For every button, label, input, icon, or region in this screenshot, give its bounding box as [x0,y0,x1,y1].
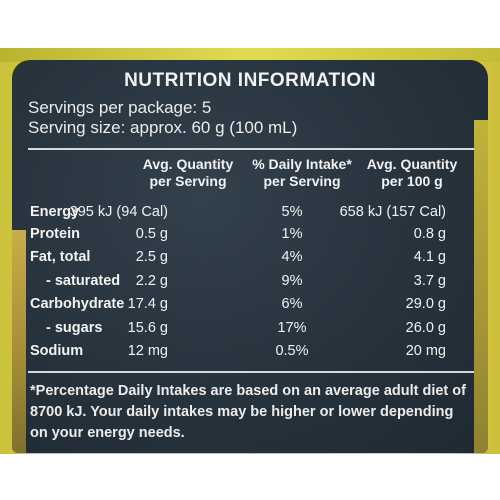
daily-intake-value: 6% [281,296,303,312]
per-serving-value: 2.5 g [135,249,168,265]
per-100g-value: 658 kJ (157 Cal) [339,204,446,220]
serving-size: Serving size: approx. 60 g (100 mL) [28,118,298,137]
row-label: Sodium [30,343,84,359]
table-row-saturated: - saturated 2.2 g 9% 3.7 g [12,273,488,295]
per-100g-value: 4.1 g [413,249,446,265]
servings-per-package: Servings per package: 5 [28,98,212,117]
divider-bottom [28,371,474,373]
per-100g-value: 29.0 g [405,296,446,312]
table-row-fat-total: Fat, total 2.5 g 4% 4.1 g [12,249,488,271]
table-row-carbohydrate: Carbohydrate 17.4 g 6% 29.0 g [12,296,488,318]
header-per-serving: Avg. Quantity per Serving [142,156,234,189]
package-top-edge [0,48,500,62]
header-per-100g: Avg. Quantity per 100 g [366,156,458,189]
row-label: Fat, total [30,249,91,265]
row-label: - saturated [46,273,121,289]
daily-intake-value: 1% [281,226,303,242]
package-side-left [12,230,26,453]
nutrition-panel: NUTRITION INFORMATION Servings per packa… [12,60,488,453]
daily-intake-value: 4% [281,249,303,265]
per-serving-value: 15.6 g [127,320,168,336]
divider-top [28,148,474,150]
per-serving-value: 0.5 g [135,226,168,242]
table-row-sodium: Sodium 12 mg 0.5% 20 mg [12,343,488,365]
header-daily-intake: % Daily Intake* per Serving [252,156,352,189]
per-serving-value: 395 kJ (94 Cal) [69,204,168,220]
per-100g-value: 3.7 g [413,273,446,289]
row-label: Protein [30,226,80,242]
daily-intake-value: 17% [277,320,307,336]
per-serving-value: 2.2 g [135,273,168,289]
row-label: Energy [30,204,80,220]
footnote: *Percentage Daily Intakes are based on a… [30,383,466,441]
daily-intake-value: 5% [281,204,303,220]
per-100g-value: 26.0 g [405,320,446,336]
per-serving-value: 12 mg [127,343,168,359]
per-serving-value: 17.4 g [127,296,168,312]
table-row-energy: Energy 395 kJ (94 Cal) 5% 658 kJ (157 Ca… [12,204,488,226]
daily-intake-value: 9% [281,273,303,289]
package-side-right [474,120,488,453]
table-row-sugars: - sugars 15.6 g 17% 26.0 g [12,320,488,342]
per-100g-value: 20 mg [405,343,446,359]
table-row-protein: Protein 0.5 g 1% 0.8 g [12,226,488,248]
row-label: - sugars [46,320,103,336]
panel-title: NUTRITION INFORMATION [124,70,376,91]
row-label: Carbohydrate [30,296,125,312]
per-100g-value: 0.8 g [413,226,446,242]
daily-intake-value: 0.5% [275,343,309,359]
